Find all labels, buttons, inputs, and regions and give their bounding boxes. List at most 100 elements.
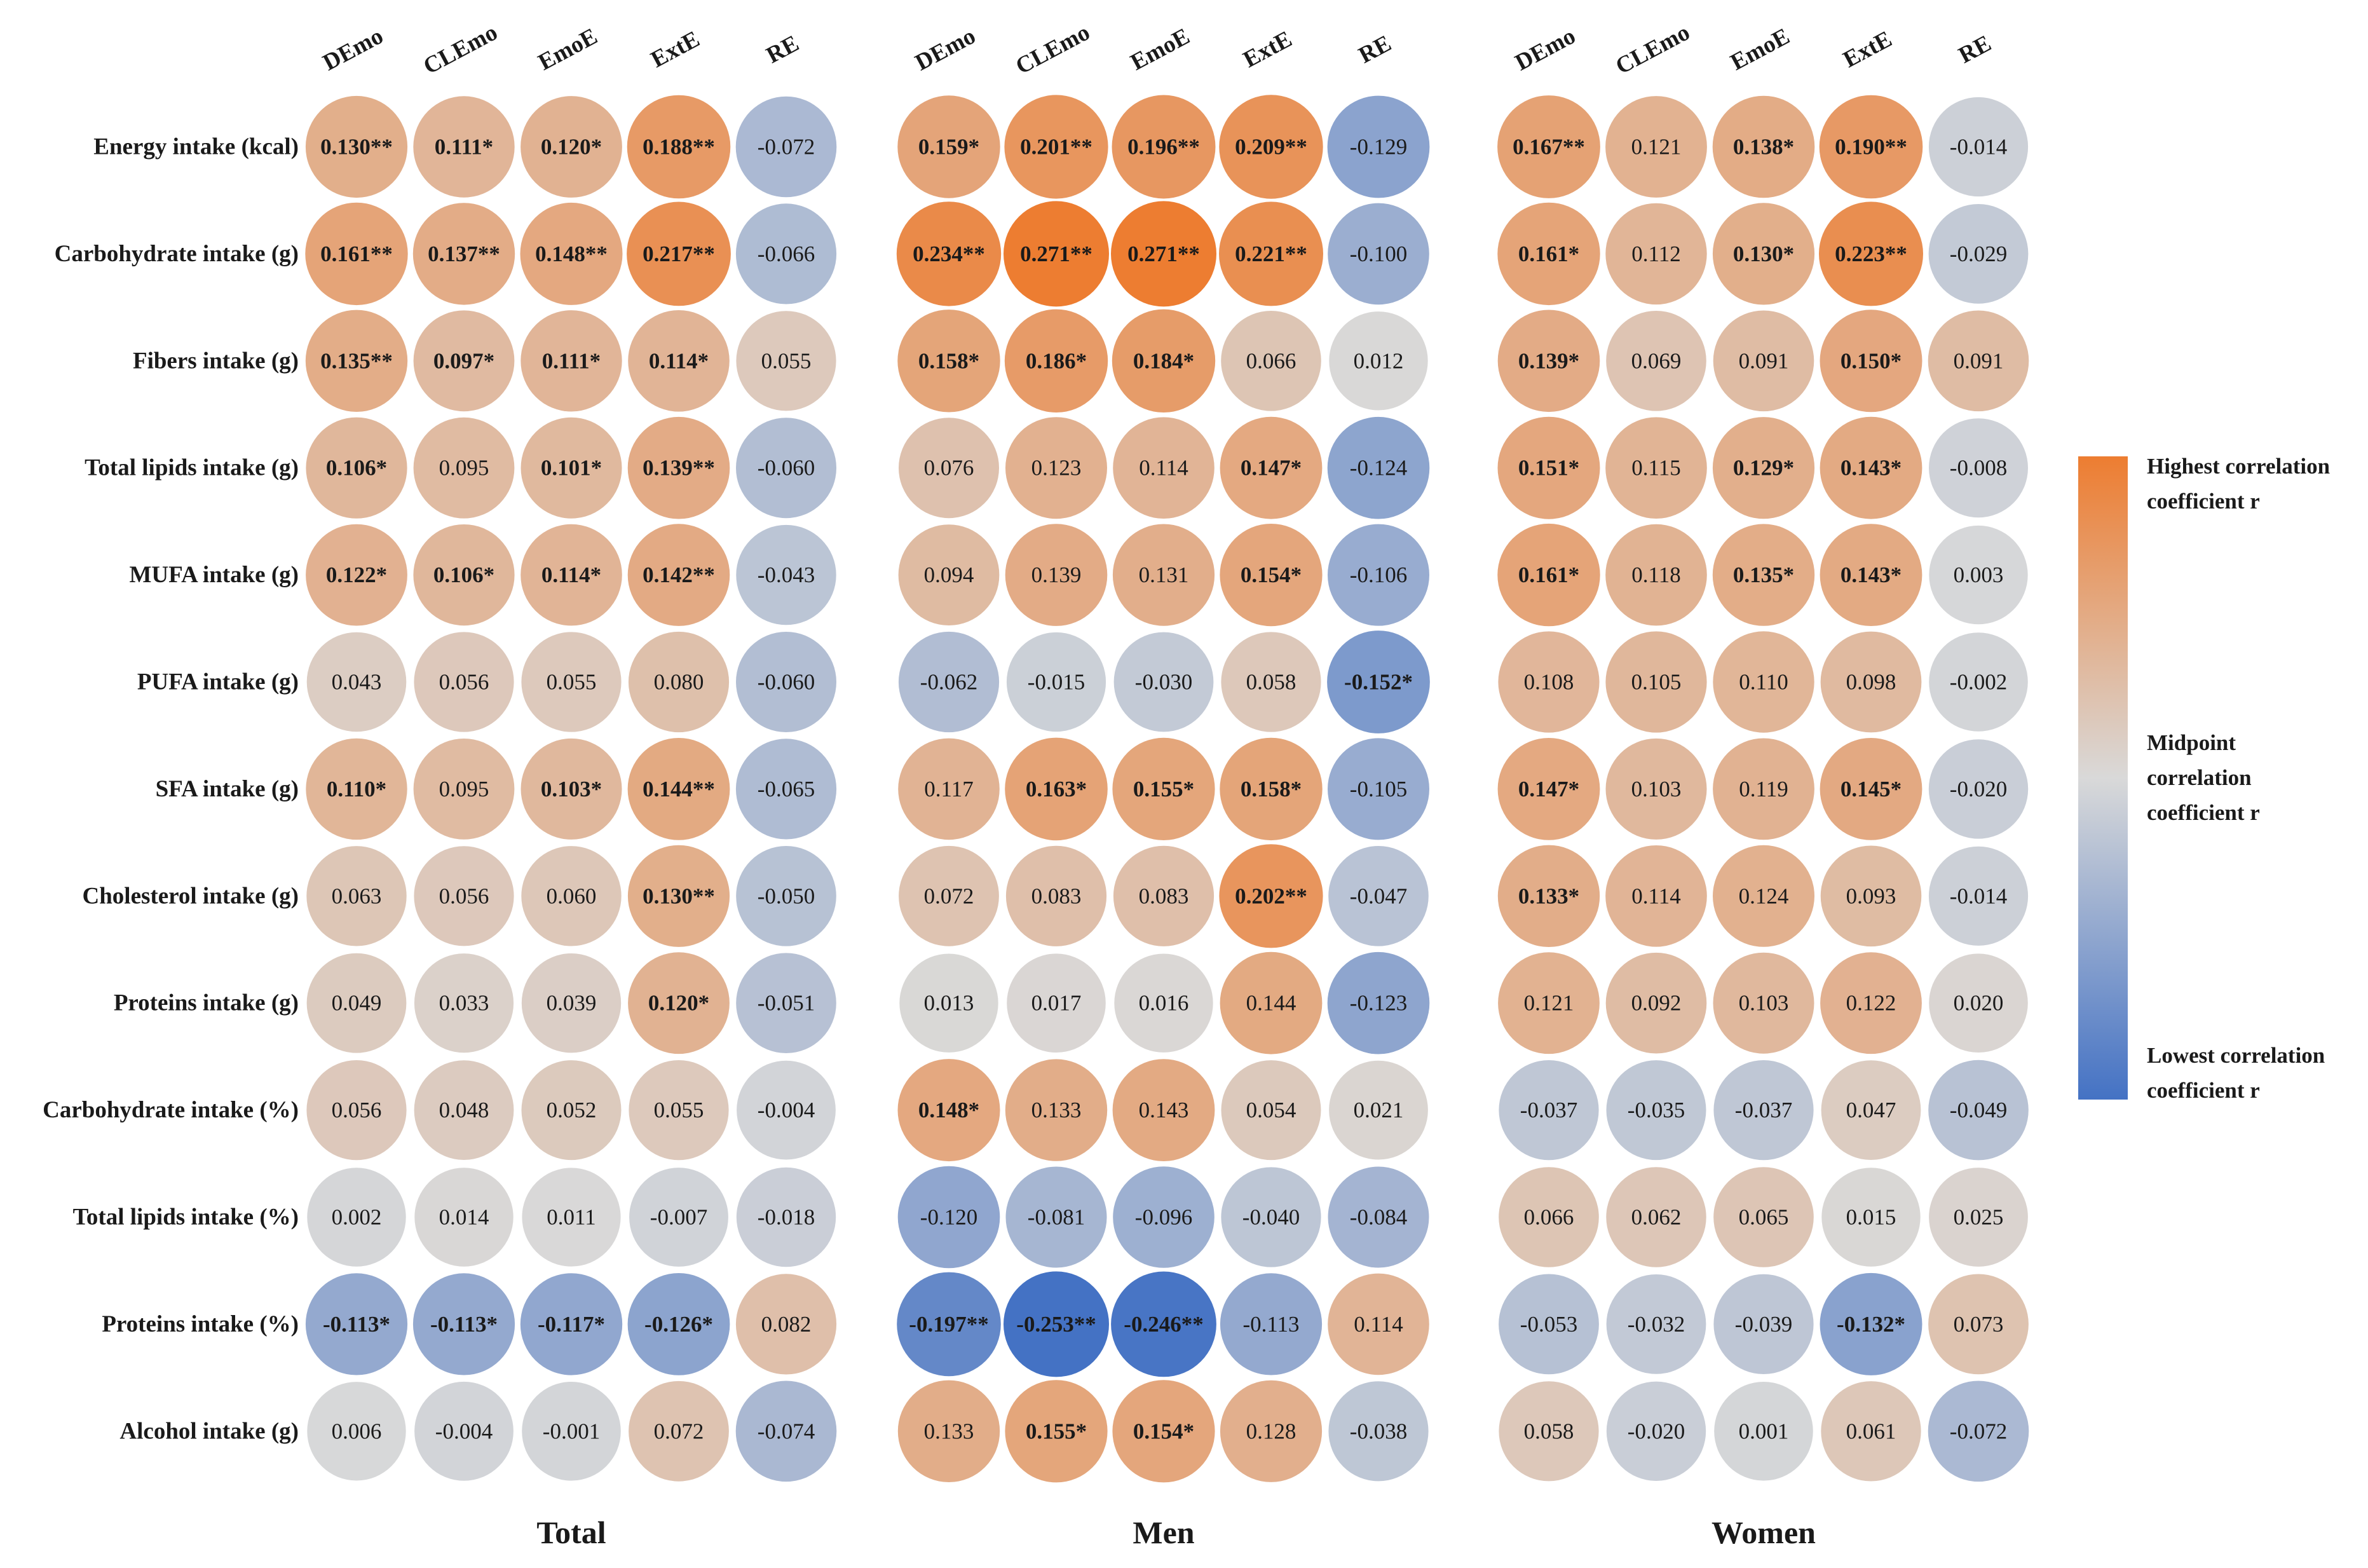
cell-value-label: 0.130** bbox=[320, 135, 393, 160]
cell-value-label: -0.007 bbox=[650, 1205, 707, 1230]
cell-value-label: 0.002 bbox=[332, 1205, 382, 1230]
heatmap-cell bbox=[520, 1273, 623, 1375]
heatmap-cell bbox=[306, 524, 407, 626]
heatmap-cell bbox=[1605, 631, 1707, 733]
cell-value-label: 0.114 bbox=[1631, 883, 1680, 908]
cell-value-label: 0.006 bbox=[332, 1419, 382, 1443]
heatmap-groups: DEmo CLEmo EmoE ExtE RE 0.130** 0.111* 0.120* 0.… bbox=[305, 19, 2029, 1550]
cell-value-label: 0.098 bbox=[1846, 670, 1896, 695]
group-title: Women bbox=[1711, 1515, 1816, 1550]
heatmap-cell bbox=[412, 203, 515, 305]
heatmap-cell bbox=[1606, 1060, 1706, 1161]
heatmap-cell bbox=[305, 202, 408, 306]
heatmap-cell bbox=[735, 203, 837, 304]
heatmap-cell bbox=[1605, 952, 1707, 1054]
heatmap-cell bbox=[1113, 845, 1215, 946]
cell-value-label: 0.013 bbox=[924, 991, 974, 1016]
heatmap-cell bbox=[1928, 739, 2029, 839]
heatmap-cell bbox=[1819, 95, 1923, 199]
column-header: RE bbox=[1954, 31, 1996, 69]
group-total: DEmo CLEmo EmoE ExtE RE 0.130** 0.111* 0.120* 0.… bbox=[305, 19, 837, 1550]
cell-value-label: 0.055 bbox=[654, 1098, 704, 1122]
row-label: Cholesterol intake (g) bbox=[83, 883, 299, 909]
column-header: DEmo bbox=[1511, 23, 1580, 76]
heatmap-cell bbox=[1005, 1059, 1108, 1161]
heatmap-cell bbox=[1113, 1166, 1215, 1268]
cell-value-label: -0.072 bbox=[758, 135, 815, 160]
cell-value-label: 0.065 bbox=[1739, 1205, 1789, 1230]
heatmap-cell bbox=[305, 310, 408, 412]
heatmap-cell bbox=[1327, 631, 1430, 733]
cell-value-label: 0.103 bbox=[1739, 991, 1789, 1016]
cell-value-label: -0.084 bbox=[1350, 1205, 1407, 1230]
heatmap-cell bbox=[414, 1381, 514, 1481]
heatmap-cell bbox=[521, 953, 622, 1053]
row-labels: Energy intake (kcal) Carbohydrate intake … bbox=[43, 134, 299, 1445]
heatmap-cell bbox=[1112, 309, 1216, 412]
cell-value-label: 0.021 bbox=[1354, 1098, 1404, 1122]
cell-value-label: 0.158* bbox=[918, 348, 979, 373]
cell-value-label: -0.037 bbox=[1520, 1098, 1577, 1122]
cell-value-label: 0.033 bbox=[439, 991, 489, 1016]
cell-value-label: 0.190** bbox=[1835, 135, 1907, 160]
heatmap-cell bbox=[1005, 417, 1107, 519]
heatmap-cell bbox=[1113, 417, 1215, 519]
cell-value-label: 0.103* bbox=[541, 777, 602, 801]
heatmap-cell bbox=[1929, 953, 2028, 1053]
cell-value-label: -0.043 bbox=[758, 562, 815, 587]
heatmap-cell bbox=[414, 953, 514, 1053]
heatmap-cell bbox=[737, 1060, 836, 1160]
cell-value-label: -0.113* bbox=[323, 1312, 390, 1337]
heatmap-cell bbox=[735, 1381, 837, 1482]
cell-value-label: 0.150* bbox=[1841, 348, 1902, 373]
heatmap-cell bbox=[414, 1060, 514, 1160]
cell-value-label: -0.096 bbox=[1135, 1205, 1192, 1230]
heatmap-cell bbox=[413, 524, 515, 626]
cell-value-label: -0.060 bbox=[758, 456, 815, 481]
legend-mid-label: Midpoint bbox=[2147, 730, 2236, 755]
column-header: RE bbox=[762, 31, 803, 69]
heatmap-cell bbox=[521, 524, 622, 626]
cell-value-label: 0.106* bbox=[433, 562, 494, 587]
cell-value-label: 0.128 bbox=[1246, 1419, 1296, 1443]
heatmap-cell bbox=[1497, 738, 1600, 840]
heatmap-cell bbox=[520, 202, 623, 305]
heatmap-cell bbox=[629, 1381, 729, 1482]
heatmap-cell bbox=[1113, 632, 1214, 732]
cell-value-label: -0.105 bbox=[1350, 777, 1407, 801]
cell-value-label: 0.048 bbox=[439, 1098, 489, 1122]
cell-value-label: 0.158* bbox=[1241, 777, 1302, 801]
heatmap-cell bbox=[628, 952, 730, 1054]
row-label: Carbohydrate intake (%) bbox=[43, 1097, 299, 1123]
cell-value-label: 0.055 bbox=[547, 670, 597, 695]
column-header: EmoE bbox=[1126, 24, 1194, 76]
cell-value-label: 0.072 bbox=[924, 883, 974, 908]
heatmap-cell bbox=[897, 95, 1000, 198]
cell-value-label: 0.106* bbox=[326, 456, 387, 481]
cell-value-label: 0.110 bbox=[1739, 670, 1788, 695]
cell-value-label: 0.217** bbox=[643, 242, 715, 266]
heatmap-cell bbox=[1928, 204, 2029, 304]
heatmap-cell bbox=[1928, 1381, 2029, 1482]
cell-value-label: 0.143* bbox=[1841, 562, 1902, 587]
heatmap-cell bbox=[1713, 631, 1814, 733]
column-header: ExtE bbox=[647, 26, 704, 73]
column-header: CLEmo bbox=[1012, 19, 1094, 79]
heatmap-cell bbox=[1328, 203, 1429, 305]
cell-value-label: 0.196** bbox=[1127, 135, 1200, 160]
column-header: DEmo bbox=[911, 23, 980, 76]
cell-value-label: 0.135* bbox=[1733, 562, 1794, 587]
cell-value-label: 0.123 bbox=[1031, 456, 1082, 481]
cell-value-label: 0.056 bbox=[332, 1098, 382, 1122]
heatmap-cell bbox=[1713, 845, 1814, 947]
cell-value-label: 0.114 bbox=[1139, 456, 1188, 481]
row-label: Energy intake (kcal) bbox=[93, 134, 299, 160]
heatmap-cell bbox=[897, 1272, 1001, 1377]
cell-value-label: -0.124 bbox=[1350, 456, 1407, 481]
heatmap-cell bbox=[1004, 201, 1109, 307]
cell-value-label: 0.094 bbox=[924, 562, 974, 587]
cell-value-label: -0.062 bbox=[920, 670, 977, 695]
heatmap-cell bbox=[1219, 201, 1323, 306]
heatmap-cell bbox=[1929, 1168, 2028, 1267]
heatmap-cell bbox=[735, 96, 837, 198]
